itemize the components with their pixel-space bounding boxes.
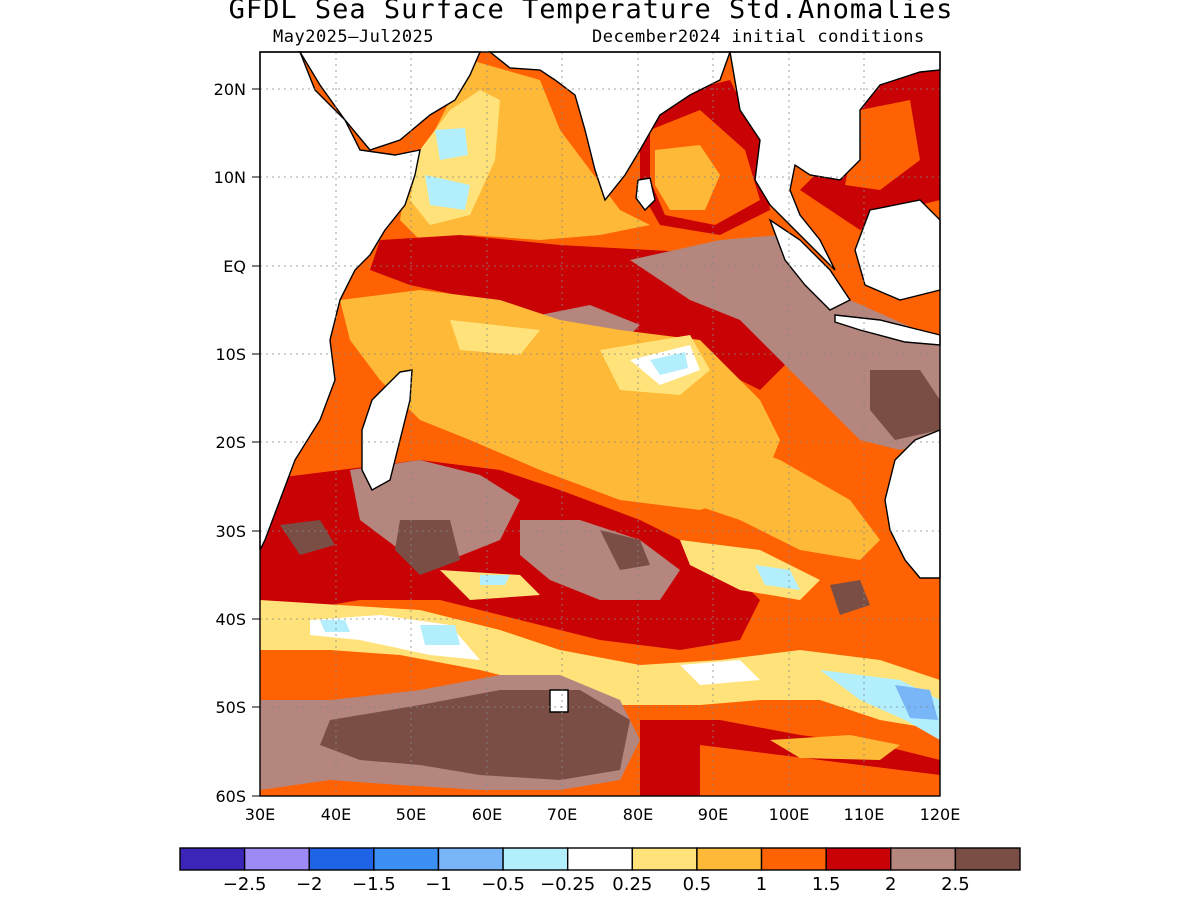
land-sri-lanka (635, 177, 656, 212)
initial-conditions: December2024 initial conditions (592, 27, 925, 47)
colorbar-label: 1.5 (812, 874, 841, 895)
land-indochina (729, 51, 941, 271)
colorbar-swatch (890, 847, 957, 871)
x-tick-label: 100E (769, 805, 810, 824)
colorbar-label: 0.25 (612, 874, 652, 895)
land-kerguelen (549, 689, 569, 713)
field-south-warm-streak (580, 420, 880, 560)
field-east-dark (870, 370, 940, 440)
y-tick-label: 60S (215, 787, 246, 806)
colorbar-label: −2 (296, 874, 323, 895)
colorbar-label: 1 (756, 874, 767, 895)
colorbar-swatch (631, 847, 698, 871)
field-bay-bengal-core (655, 145, 720, 210)
plot-frame (259, 51, 941, 797)
y-tick-label: 40S (215, 610, 246, 629)
y-tick-label: EQ (223, 257, 246, 276)
y-tick-label: 20S (215, 433, 246, 452)
land-africa (259, 51, 421, 551)
land-madagascar (361, 369, 413, 491)
colorbar-label: −2.5 (223, 874, 267, 895)
colorbar: −2.5 −2 −1.5 −1 −0.5 −0.25 0.25 0.5 1 1.5 2 2.5 (179, 847, 1021, 895)
y-tick-label: 10S (215, 345, 246, 364)
field-south-dark-2 (600, 530, 870, 615)
x-tick-label: 120E (920, 805, 961, 824)
field-far-south-blue (895, 685, 938, 720)
page-title: GFDL Sea Surface Temperature Std.Anomali… (228, 0, 954, 25)
land (259, 51, 941, 713)
colorbar-label: −0.25 (540, 874, 595, 895)
field-south-light-streak (440, 540, 820, 600)
land-australia (884, 428, 941, 579)
x-tick-label: 90E (698, 805, 728, 824)
field-somali-cool (425, 128, 470, 210)
colorbar-label: 0.5 (683, 874, 712, 895)
colorbar-swatch (502, 847, 569, 871)
y-tick-label: 50S (215, 698, 246, 717)
x-tick-label: 70E (547, 805, 577, 824)
colorbar-swatch (373, 847, 440, 871)
colorbar-swatch (954, 847, 1021, 871)
colorbar-swatch (308, 847, 375, 871)
colorbar-swatch (243, 847, 310, 871)
field-cool-spot-blue (650, 352, 688, 375)
y-tick-label: 20N (214, 80, 246, 99)
gridlines (260, 52, 940, 796)
colorbar-label: −1 (425, 874, 452, 895)
x-tick-label: 40E (321, 805, 351, 824)
field-south-dark-1 (280, 520, 460, 575)
y-axis (252, 88, 260, 797)
field-southern-orange (700, 745, 940, 796)
colorbar-label: 2.5 (941, 874, 970, 895)
land-arabia (298, 51, 482, 151)
land-sumatra (768, 218, 852, 311)
colorbar-swatch (696, 847, 763, 871)
x-tick-label: 110E (844, 805, 885, 824)
forecast-period: May2025–Jul2025 (273, 27, 435, 47)
colorbar-label: 2 (885, 874, 896, 895)
field-south-central-light (450, 320, 710, 395)
x-tick-label: 30E (245, 805, 275, 824)
y-tick-label: 30S (215, 522, 246, 541)
field-east-brown (630, 235, 940, 450)
field-southern-yellow (770, 735, 900, 760)
x-tick-label: 50E (396, 805, 426, 824)
field-south-cool-1 (480, 565, 800, 590)
x-tick-label: 80E (623, 805, 653, 824)
colorbar-label: −1.5 (352, 874, 396, 895)
x-tick-label: 60E (472, 805, 502, 824)
colorbar-label: −0.5 (481, 874, 525, 895)
field-south-brown-1 (350, 460, 520, 560)
colorbar-swatch (437, 847, 504, 871)
y-tick-label: 10N (214, 168, 246, 187)
colorbar-swatch (179, 847, 246, 871)
colorbar-swatch (825, 847, 892, 871)
colorbar-swatch (760, 847, 827, 871)
land-borneo (854, 199, 941, 301)
colorbar-swatch (566, 847, 634, 871)
